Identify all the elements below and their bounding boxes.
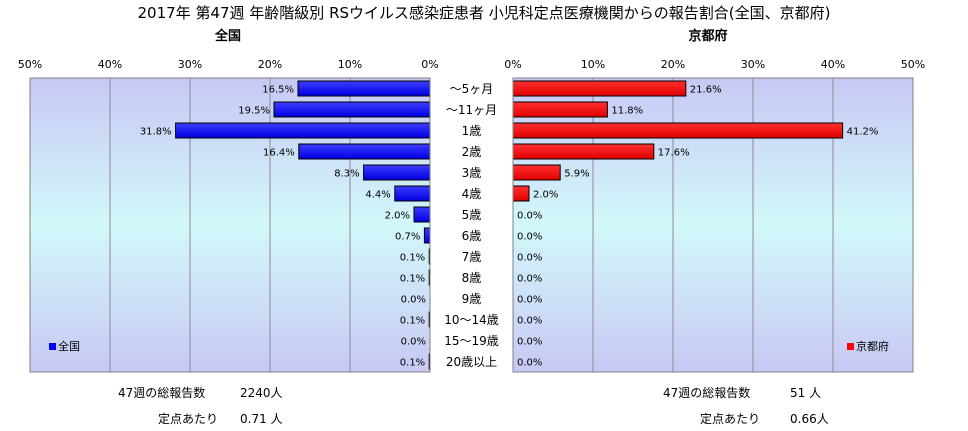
bar-national: [363, 164, 431, 181]
bar-national: [273, 101, 431, 118]
data-label-national: 8.3%: [334, 169, 359, 180]
data-label-national: 16.4%: [263, 148, 295, 159]
category-label: 3歳: [462, 166, 482, 180]
data-label-kyoto: 0.0%: [517, 232, 542, 243]
data-label-kyoto: 21.6%: [690, 85, 722, 96]
data-label-kyoto: 0.0%: [517, 337, 542, 348]
data-label-national: 0.1%: [400, 316, 425, 327]
footer-kyoto-per-value: 0.66人: [790, 412, 829, 426]
data-label-kyoto: 0.0%: [517, 316, 542, 327]
data-label-kyoto: 0.0%: [517, 211, 542, 222]
x-tick-label: 0%: [421, 58, 438, 71]
subtitle-kyoto: 京都府: [688, 28, 727, 44]
x-axis-ticks-national: 0% 10% 20% 30% 40% 50%: [18, 58, 439, 71]
plot-area-kyoto: [513, 78, 913, 372]
category-labels: ～5ヶ月 ～11ヶ月 1歳 2歳 3歳 4歳 5歳 6歳 7歳 8歳 9歳 10～14歳 15～19歳 2…: [444, 82, 499, 369]
data-label-kyoto: 2.0%: [533, 190, 558, 201]
category-label: 5歳: [462, 208, 482, 222]
bar-kyoto: [512, 143, 655, 160]
footer-national-per-value: 0.71 人: [240, 412, 283, 426]
category-label: ～11ヶ月: [446, 103, 497, 117]
x-tick-label: 50%: [18, 58, 42, 71]
x-tick-label: 20%: [258, 58, 282, 71]
data-label-national: 4.4%: [365, 190, 390, 201]
category-label: 4歳: [462, 187, 482, 201]
x-tick-label: 30%: [178, 58, 202, 71]
x-tick-label: 40%: [821, 58, 845, 71]
legend-label-national: 全国: [58, 339, 80, 353]
data-label-kyoto: 11.8%: [611, 106, 643, 117]
bar-kyoto: [512, 122, 844, 139]
bars-national: [175, 80, 431, 370]
legend-national: 全国: [49, 339, 80, 353]
bars-kyoto: [512, 80, 844, 202]
footer-national-total-value: 2240人: [240, 386, 283, 400]
data-label-national: 0.0%: [401, 295, 426, 306]
data-label-national: 0.7%: [395, 232, 420, 243]
bar-national: [413, 206, 431, 223]
data-label-kyoto: 0.0%: [517, 253, 542, 264]
bar-kyoto: [512, 80, 687, 97]
category-label: 1歳: [462, 124, 482, 138]
data-label-kyoto: 0.0%: [517, 358, 542, 369]
legend-swatch-kyoto: [847, 343, 854, 350]
x-tick-label: 50%: [901, 58, 925, 71]
data-label-national: 16.5%: [262, 85, 294, 96]
bar-kyoto: [512, 185, 530, 202]
category-label: 8歳: [462, 271, 482, 285]
footer-kyoto-total-value: 51 人: [790, 386, 821, 400]
data-label-national: 0.1%: [400, 274, 425, 285]
footer-kyoto-total-label: 47週の総報告数: [663, 385, 750, 400]
data-label-national: 19.5%: [238, 106, 270, 117]
footer-national-per-label: 定点あたり: [158, 411, 218, 426]
data-label-kyoto: 17.6%: [658, 148, 690, 159]
plot-area-national: [30, 78, 430, 372]
bar-national: [297, 80, 431, 97]
x-tick-label: 30%: [741, 58, 765, 71]
data-label-national: 0.1%: [400, 358, 425, 369]
category-label: 15～19歳: [444, 334, 499, 348]
category-label: 6歳: [462, 229, 482, 243]
data-labels-national: 16.5% 19.5% 31.8% 16.4% 8.3% 4.4% 2.0% 0.7% 0.1%…: [140, 85, 426, 369]
x-tick-label: 10%: [338, 58, 362, 71]
data-label-kyoto: 0.0%: [517, 274, 542, 285]
category-label: ～5ヶ月: [450, 82, 494, 96]
x-tick-label: 0%: [504, 58, 521, 71]
plot-frame-kyoto: [512, 77, 914, 373]
bar-national: [175, 122, 431, 139]
x-tick-label: 10%: [581, 58, 605, 71]
data-label-national: 2.0%: [385, 211, 410, 222]
x-tick-label: 40%: [98, 58, 122, 71]
x-axis-ticks-kyoto: 0% 10% 20% 30% 40% 50%: [504, 58, 925, 71]
data-label-national: 0.1%: [400, 253, 425, 264]
legend-swatch-national: [49, 343, 56, 350]
x-tick-label: 20%: [661, 58, 685, 71]
data-label-kyoto: 0.0%: [517, 295, 542, 306]
footer-kyoto-per-label: 定点あたり: [700, 411, 760, 426]
subtitle-national: 全国: [214, 28, 241, 44]
data-label-national: 0.0%: [401, 337, 426, 348]
category-label: 2歳: [462, 145, 482, 159]
category-label: 9歳: [462, 292, 482, 306]
bar-national: [394, 185, 431, 202]
data-label-national: 31.8%: [140, 127, 172, 138]
data-label-kyoto: 41.2%: [847, 127, 879, 138]
bar-national: [298, 143, 431, 160]
category-label: 10～14歳: [444, 313, 499, 327]
plot-frame-national: [29, 77, 431, 373]
legend-label-kyoto: 京都府: [856, 339, 889, 353]
bar-kyoto: [512, 101, 608, 118]
category-label: 7歳: [462, 250, 482, 264]
data-label-kyoto: 5.9%: [564, 169, 589, 180]
legend-kyoto: 京都府: [847, 339, 889, 353]
bar-national: [423, 227, 431, 244]
chart-title: 2017年 第47週 年齢階級別 RSウイルス感染症患者 小児科定点医療機関から…: [138, 4, 831, 22]
data-labels-kyoto: 21.6% 11.8% 41.2% 17.6% 5.9% 2.0% 0.0% 0.0% 0.0%…: [517, 85, 878, 369]
category-label: 20歳以上: [446, 355, 497, 369]
footer-national-total-label: 47週の総報告数: [118, 385, 205, 400]
bar-kyoto: [512, 164, 561, 181]
